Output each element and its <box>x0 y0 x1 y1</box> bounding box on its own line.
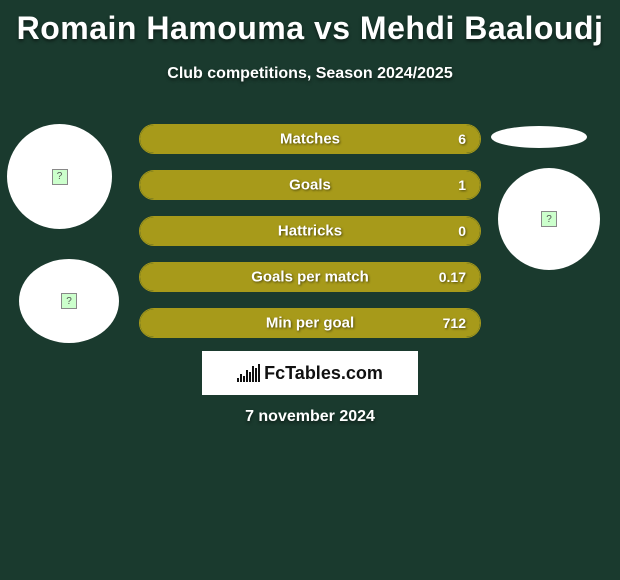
stat-label: Hattricks <box>278 223 342 240</box>
stat-row-goals: Goals 1 <box>139 170 481 200</box>
stat-value: 6 <box>458 131 466 147</box>
stat-label: Goals <box>289 177 331 194</box>
stat-value: 712 <box>443 315 466 331</box>
stat-value: 0 <box>458 223 466 239</box>
fctables-logo: FcTables.com <box>202 351 418 395</box>
logo-text: FcTables.com <box>264 363 383 384</box>
stat-row-matches: Matches 6 <box>139 124 481 154</box>
player2-avatar-primary <box>491 126 587 148</box>
stat-label: Min per goal <box>266 315 354 332</box>
player1-avatar-primary: ? <box>7 124 112 229</box>
page-subtitle: Club competitions, Season 2024/2025 <box>0 65 620 83</box>
stat-label: Matches <box>280 131 340 148</box>
stat-row-goals-per-match: Goals per match 0.17 <box>139 262 481 292</box>
stat-row-hattricks: Hattricks 0 <box>139 216 481 246</box>
image-placeholder-icon: ? <box>52 169 68 185</box>
image-placeholder-icon: ? <box>61 293 77 309</box>
stat-value: 1 <box>458 177 466 193</box>
image-placeholder-icon: ? <box>541 211 557 227</box>
stats-list: Matches 6 Goals 1 Hattricks 0 Goals per … <box>139 124 481 354</box>
stat-value: 0.17 <box>439 269 466 285</box>
logo-bars-icon <box>237 364 260 382</box>
stat-row-min-per-goal: Min per goal 712 <box>139 308 481 338</box>
date-label: 7 november 2024 <box>0 408 620 426</box>
page-title: Romain Hamouma vs Mehdi Baaloudj <box>0 0 620 47</box>
player1-avatar-secondary: ? <box>19 259 119 343</box>
player2-avatar-secondary: ? <box>498 168 600 270</box>
stat-label: Goals per match <box>251 269 369 286</box>
